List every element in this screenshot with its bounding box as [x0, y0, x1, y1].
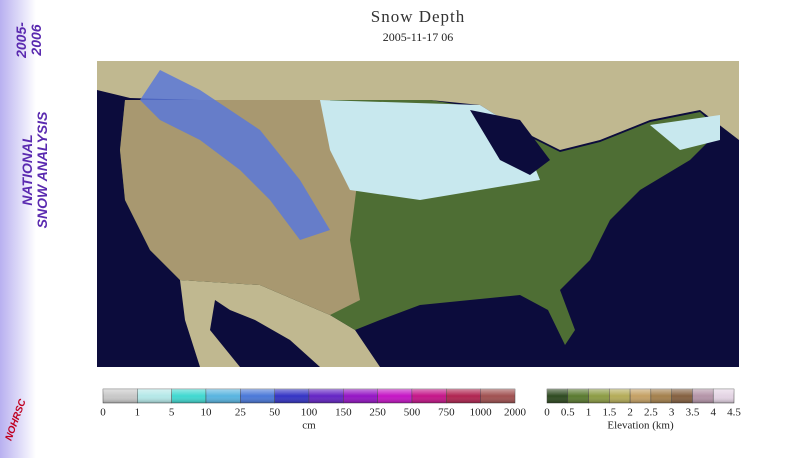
- swatch-shade: [137, 389, 172, 403]
- tick-label: 0: [100, 407, 106, 419]
- map-title: Snow Depth: [371, 7, 466, 26]
- tick-label: 10: [201, 407, 213, 419]
- swatch-shade: [547, 389, 568, 403]
- legend-unit: Elevation (km): [607, 420, 674, 432]
- tick-label: 1: [135, 407, 141, 419]
- tick-label: 750: [438, 407, 455, 419]
- swatch-shade: [609, 389, 631, 403]
- tick-label: 4.5: [727, 407, 741, 419]
- tick-label: 150: [335, 407, 352, 419]
- tick-label: 5: [169, 407, 175, 419]
- legend-unit: cm: [302, 420, 316, 432]
- swatch-shade: [588, 389, 610, 403]
- swatch-shade: [309, 389, 344, 403]
- sidebar-text: NATIONALSNOW ANALYSIS: [19, 111, 50, 228]
- snow-mountains: [140, 70, 330, 240]
- map-date: 2005-11-17 06: [383, 30, 454, 44]
- sidebar-years-group: 2005-2006: [13, 22, 44, 59]
- tick-label: 3.5: [686, 407, 700, 419]
- swatch-shade: [412, 389, 447, 403]
- sidebar-title: NATIONALSNOW ANALYSIS: [19, 111, 50, 228]
- swatch-shade: [377, 389, 412, 403]
- west-terrain: [120, 100, 360, 315]
- swatch-shade: [713, 389, 734, 403]
- canada: [97, 61, 739, 150]
- text-line: 2006: [28, 24, 44, 56]
- mexico: [180, 280, 380, 367]
- swatch-shade: [692, 389, 714, 403]
- swatch-shade: [240, 389, 275, 403]
- tick-label: 4: [710, 407, 716, 419]
- sidebar: [0, 0, 36, 458]
- tick-label: 100: [301, 407, 318, 419]
- text-line: NATIONAL: [19, 134, 35, 205]
- tick-label: 500: [404, 407, 421, 419]
- tick-label: 0: [544, 407, 550, 419]
- tick-label: 1000: [470, 407, 493, 419]
- text-line: 2005-: [13, 22, 29, 59]
- sidebar-years: 2005-2006: [13, 22, 44, 59]
- great-lakes: [470, 110, 550, 175]
- swatch-shade: [103, 389, 138, 403]
- swatch-shade: [650, 389, 672, 403]
- tick-label: 2.5: [644, 407, 658, 419]
- swatch-shade: [274, 389, 309, 403]
- snow-northeast: [650, 115, 720, 150]
- swatch-shade: [671, 389, 693, 403]
- tick-label: 0.5: [561, 407, 575, 419]
- tick-label: 2000: [504, 407, 527, 419]
- text-line: SNOW ANALYSIS: [34, 111, 50, 228]
- tick-label: 3: [669, 407, 675, 419]
- tick-label: 1.5: [602, 407, 616, 419]
- swatch-shade: [630, 389, 651, 403]
- swatch-shade: [480, 389, 515, 403]
- swatch-shade: [446, 389, 481, 403]
- swatch-shade: [343, 389, 378, 403]
- tick-label: 250: [369, 407, 386, 419]
- swatch-shade: [171, 389, 206, 403]
- tick-label: 50: [269, 407, 281, 419]
- map: [97, 61, 739, 367]
- tick-label: 2: [627, 407, 633, 419]
- tick-label: 25: [235, 407, 247, 419]
- swatch-shade: [567, 389, 589, 403]
- swatch-shade: [206, 389, 241, 403]
- tick-label: 1: [586, 407, 592, 419]
